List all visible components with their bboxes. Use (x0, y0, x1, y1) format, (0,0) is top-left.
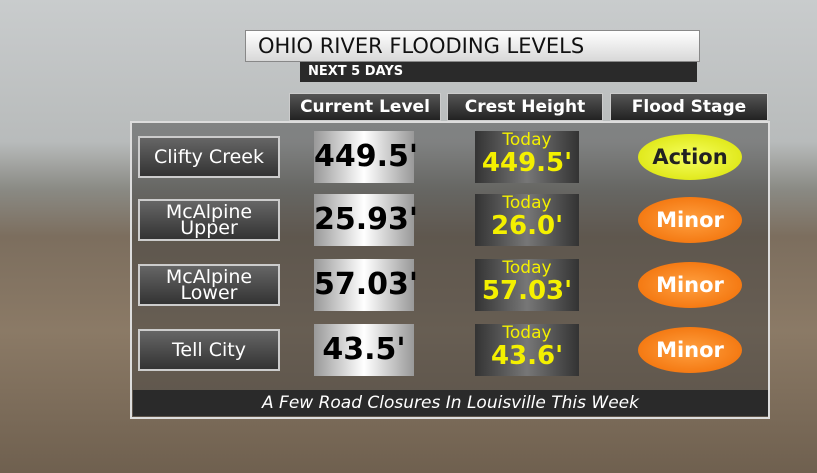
column-header: Flood Stage (610, 93, 768, 121)
location: McAlpine Upper (138, 199, 280, 241)
crest-height: Today 57.03' (475, 259, 579, 311)
title: OHIO RIVER FLOODING LEVELS (245, 30, 700, 62)
crest-value: 57.03' (481, 276, 573, 306)
crest-day: Today (502, 193, 552, 213)
crest-value: 449.5' (481, 148, 573, 178)
location-line: Upper (180, 217, 238, 239)
crest-height: Today 449.5' (475, 131, 579, 183)
flood-stage: Minor (638, 197, 742, 243)
crest-height: Today 43.6' (475, 324, 579, 376)
current-level: 57.03' (314, 259, 418, 311)
footer: A Few Road Closures In Louisville This W… (133, 390, 768, 416)
location: Clifty Creek (138, 136, 280, 178)
crest-day: Today (502, 323, 552, 343)
location-line: Lower (180, 282, 238, 304)
location-line: Clifty Creek (154, 146, 264, 168)
location: McAlpine Lower (138, 264, 280, 306)
current-level: 25.93' (314, 194, 418, 246)
column-header: Crest Height (447, 93, 603, 121)
column-header: Current Level (289, 93, 441, 121)
current-level: 43.5' (314, 324, 414, 376)
crest-day: Today (502, 258, 552, 278)
crest-value: 26.0' (490, 211, 564, 241)
flood-stage: Action (638, 134, 742, 180)
current-level: 449.5' (314, 131, 418, 183)
location-line: Tell City (172, 339, 246, 361)
flood-stage: Minor (638, 262, 742, 308)
subtitle: NEXT 5 DAYS (300, 62, 697, 82)
location-line: McAlpine (165, 266, 253, 288)
flood-stage: Minor (638, 327, 742, 373)
crest-day: Today (502, 130, 552, 150)
location: Tell City (138, 329, 280, 371)
location-line: McAlpine (165, 201, 253, 223)
crest-value: 43.6' (490, 341, 564, 371)
crest-height: Today 26.0' (475, 194, 579, 246)
